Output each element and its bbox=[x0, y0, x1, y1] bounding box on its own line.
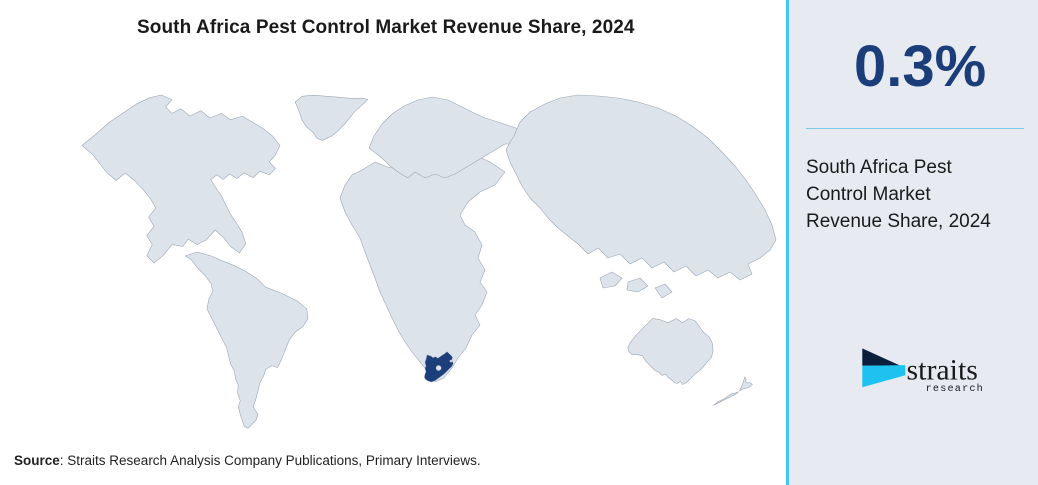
svg-text:straits: straits bbox=[907, 353, 978, 386]
svg-text:research: research bbox=[926, 383, 984, 395]
